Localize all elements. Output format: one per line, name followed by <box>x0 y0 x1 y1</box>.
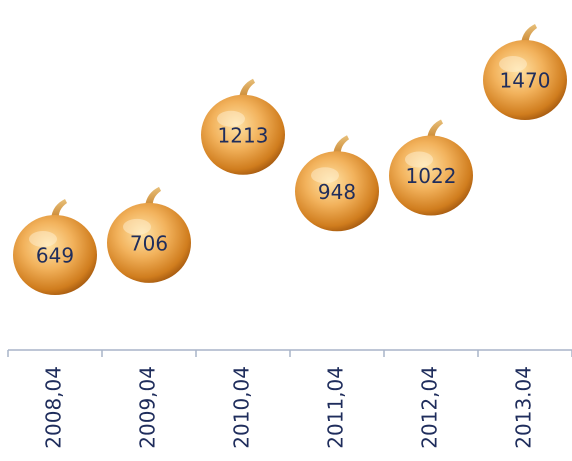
x-tick-label: 2008,04 <box>42 366 66 449</box>
x-tick-label: 2010,04 <box>230 366 254 449</box>
value-label: 1470 <box>500 69 551 93</box>
onion-highlight <box>29 231 57 247</box>
onion-highlight <box>217 110 245 127</box>
value-label: 1213 <box>218 123 269 147</box>
onion-bulb <box>13 215 97 295</box>
onion-marker <box>107 186 191 283</box>
onion-bulb <box>201 94 285 175</box>
x-tick-label: 2011,04 <box>324 366 348 449</box>
onion-bulb <box>483 40 567 120</box>
onion-bulb <box>389 135 473 216</box>
value-label: 706 <box>130 231 168 255</box>
x-tick-label: 2012,04 <box>418 366 442 449</box>
onion-highlight <box>311 167 339 184</box>
onion-marker <box>483 24 567 120</box>
onion-marker <box>295 135 379 232</box>
onion-highlight <box>405 151 433 168</box>
onion-bulb <box>107 202 191 283</box>
value-label: 948 <box>318 180 356 204</box>
x-tick-label: 2009,04 <box>136 366 160 449</box>
onion-stem <box>51 199 67 219</box>
onion-highlight <box>123 218 151 235</box>
onion-highlight <box>499 56 527 72</box>
onion-marker <box>201 78 285 175</box>
onion-bulb <box>295 151 379 232</box>
x-tick-label: 2013.04 <box>512 366 536 449</box>
onion-marker <box>13 199 97 295</box>
onion-marker <box>389 119 473 216</box>
onion-stem <box>427 119 443 140</box>
onion-stem <box>333 135 349 156</box>
onion-stem <box>239 78 255 99</box>
onion-stem <box>145 186 161 207</box>
value-label: 649 <box>36 244 74 268</box>
onion-stem <box>521 24 537 44</box>
value-label: 1022 <box>406 164 457 188</box>
